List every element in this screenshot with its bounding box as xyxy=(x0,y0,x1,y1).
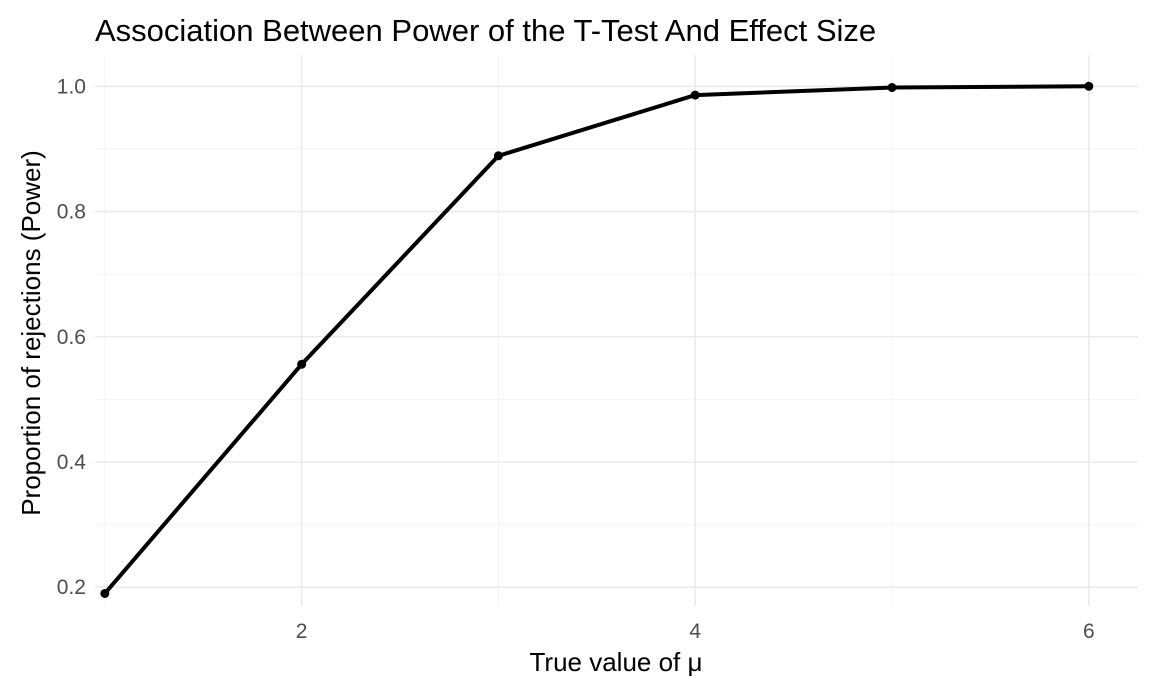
major-gridlines xyxy=(95,55,1138,606)
x-tick-label: 2 xyxy=(296,620,308,643)
data-point xyxy=(690,90,700,100)
y-tick-label: 0.8 xyxy=(57,201,86,224)
y-tick-label: 0.6 xyxy=(57,326,86,349)
minor-gridlines xyxy=(95,55,1138,606)
x-axis-tick-labels: 2 4 6 xyxy=(296,620,1095,643)
data-point xyxy=(887,83,897,93)
y-tick-label: 0.4 xyxy=(57,451,87,474)
y-axis-title: Proportion of rejections (Power) xyxy=(16,150,46,516)
data-point xyxy=(297,359,307,369)
x-tick-label: 4 xyxy=(689,620,701,643)
y-tick-label: 1.0 xyxy=(57,75,86,98)
data-point xyxy=(100,588,110,598)
x-tick-label: 6 xyxy=(1083,620,1095,643)
x-axis-title: True value of μ xyxy=(530,647,703,677)
data-point xyxy=(493,151,503,161)
series-line xyxy=(102,84,1091,596)
series-group xyxy=(100,81,1094,598)
y-tick-label: 0.2 xyxy=(57,576,86,599)
data-point xyxy=(1084,81,1094,91)
y-axis-tick-labels: 0.2 0.4 0.6 0.8 1.0 xyxy=(57,75,87,599)
chart-title: Association Between Power of the T-Test … xyxy=(95,13,876,48)
